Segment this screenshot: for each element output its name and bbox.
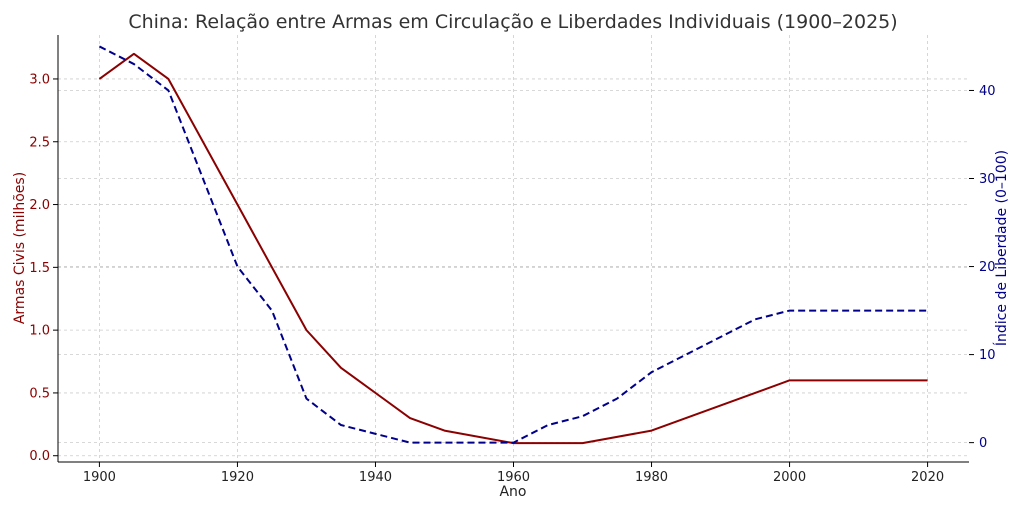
data-point-freedom-index [338, 423, 343, 428]
x-tick-label: 1980 [635, 470, 668, 485]
x-tick-label: 1920 [221, 470, 254, 485]
data-point-weapons [97, 76, 102, 81]
left-y-tick-label: 2.0 [29, 198, 50, 213]
data-point-weapons [131, 51, 136, 56]
data-point-weapons [235, 202, 240, 207]
data-point-freedom-index [649, 370, 654, 375]
data-point-freedom-index [580, 414, 585, 419]
plot-lines [97, 44, 930, 446]
left-y-tick-label: 0.0 [29, 449, 50, 464]
data-point-weapons [925, 378, 930, 383]
data-point-freedom-index [407, 440, 412, 445]
x-axis-label: Ano [499, 484, 526, 500]
data-point-freedom-index [304, 396, 309, 401]
data-point-freedom-index [269, 308, 274, 313]
data-point-freedom-index [718, 334, 723, 339]
x-tick-label: 1940 [359, 470, 392, 485]
left-y-tick-label: 1.5 [29, 261, 50, 276]
data-point-weapons [338, 365, 343, 370]
right-y-tick-label: 0 [979, 436, 987, 451]
x-tick-label: 2000 [773, 470, 806, 485]
right-y-tick-label: 10 [979, 348, 996, 363]
data-point-freedom-index [753, 317, 758, 322]
data-point-freedom-index [97, 44, 102, 49]
data-point-freedom-index [166, 88, 171, 93]
grid [58, 35, 969, 462]
data-point-weapons [580, 441, 585, 446]
data-point-freedom-index [442, 440, 447, 445]
left-y-tick-label: 2.5 [29, 135, 50, 150]
data-point-weapons [442, 428, 447, 433]
data-point-freedom-index [546, 423, 551, 428]
left-y-ticks: 0.0 0.5 1.0 1.5 2.0 2.5 3.0 [29, 72, 58, 464]
x-tick-label: 1900 [83, 470, 116, 485]
chart-title: China: Relação entre Armas em Circulação… [128, 11, 897, 33]
right-y-tick-label: 20 [979, 260, 996, 275]
data-point-weapons [407, 416, 412, 421]
data-point-freedom-index [131, 62, 136, 67]
data-point-freedom-index [511, 440, 516, 445]
data-point-freedom-index [615, 396, 620, 401]
x-tick-label: 2020 [911, 470, 944, 485]
series-line-freedom-index [98, 45, 928, 444]
data-point-weapons [166, 76, 171, 81]
left-y-tick-label: 3.0 [29, 72, 50, 87]
data-point-freedom-index [235, 264, 240, 269]
x-tick-label: 1960 [497, 470, 530, 485]
data-point-weapons [649, 428, 654, 433]
x-ticks: 1900 1920 1940 1960 1980 2000 2020 [83, 462, 944, 485]
right-y-ticks: 0 10 20 30 40 [969, 84, 996, 451]
data-point-freedom-index [684, 352, 689, 357]
left-y-tick-label: 0.5 [29, 386, 50, 401]
left-y-tick-label: 1.0 [29, 324, 50, 339]
data-point-freedom-index [925, 308, 930, 313]
data-point-weapons [304, 328, 309, 333]
left-y-axis-label: Armas Civis (milhões) [12, 172, 28, 324]
data-point-freedom-index [787, 308, 792, 313]
right-y-tick-label: 40 [979, 84, 996, 99]
series-line-weapons [98, 52, 928, 445]
right-y-axis-label: Índice de Liberdade (0–100) [993, 150, 1010, 346]
data-point-weapons [787, 378, 792, 383]
right-y-tick-label: 30 [979, 172, 996, 187]
